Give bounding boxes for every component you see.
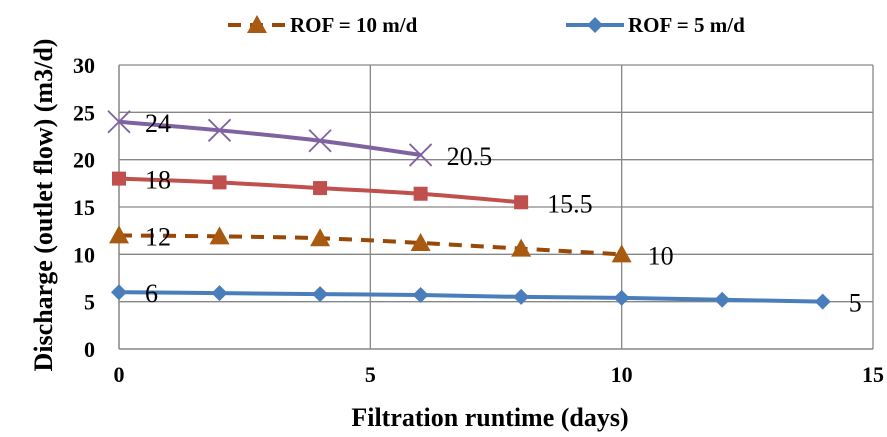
diamond-marker xyxy=(111,284,127,301)
triangle-marker xyxy=(109,225,129,244)
legend-item-1: ROF = 10 m/d xyxy=(228,13,418,37)
legend: ROF = 10 m/d ROF = 5 m/d xyxy=(228,13,745,37)
triangle-marker xyxy=(209,226,230,245)
x-tick-label: 10 xyxy=(611,362,633,387)
legend-item-0: ROF = 5 m/d xyxy=(566,13,745,37)
triangle-marker xyxy=(310,228,331,247)
x-marker-stroke xyxy=(408,143,433,167)
triangle-marker xyxy=(511,238,532,257)
data-label: 20.5 xyxy=(447,142,493,171)
x-tick-label: 0 xyxy=(114,362,125,387)
square-marker xyxy=(413,186,428,201)
x-axis-title: Filtration runtime (days) xyxy=(351,403,628,432)
x-tick-label: 5 xyxy=(365,362,376,387)
x-marker xyxy=(408,143,433,167)
data-label: 18 xyxy=(145,166,171,195)
data-label: 24 xyxy=(145,109,171,138)
diamond-marker xyxy=(613,289,630,306)
diamond-marker xyxy=(513,288,530,305)
square-marker xyxy=(514,195,529,210)
legend-label: ROF = 5 m/d xyxy=(628,13,745,37)
x-marker-stroke xyxy=(308,129,332,153)
triangle-marker xyxy=(410,232,431,251)
series-line xyxy=(118,119,421,157)
square-marker xyxy=(112,171,126,186)
diamond-marker xyxy=(412,287,429,304)
x-marker-stroke xyxy=(207,118,232,142)
diamond-marker xyxy=(814,293,831,310)
grid-lines xyxy=(119,64,874,349)
legend-triangle-marker xyxy=(247,15,267,33)
y-tick-label: 0 xyxy=(84,337,95,362)
diamond-marker xyxy=(211,285,228,302)
x-tick-labels: 0 5 10 15 xyxy=(114,362,885,387)
diamond-marker xyxy=(312,286,329,303)
data-label: 15.5 xyxy=(547,189,593,218)
diamond-marker xyxy=(714,291,731,308)
y-tick-labels: 0 5 10 15 20 25 30 xyxy=(73,53,95,362)
triangle-marker xyxy=(611,244,632,263)
series-1 xyxy=(109,225,632,263)
x-marker xyxy=(308,129,332,153)
y-tick-label: 30 xyxy=(73,53,95,78)
square-marker xyxy=(313,181,328,196)
x-marker-stroke xyxy=(107,110,131,134)
x-tick-label: 15 xyxy=(862,362,884,387)
x-marker xyxy=(107,110,131,134)
y-tick-label: 10 xyxy=(73,242,95,267)
y-tick-label: 5 xyxy=(84,290,95,315)
series-2 xyxy=(112,171,529,210)
series-line xyxy=(118,233,622,257)
data-labels: 6 5 12 10 18 15.5 24 20.5 xyxy=(145,109,862,318)
y-axis-title: Discharge (outlet flow) (m3/d) xyxy=(29,39,58,372)
x-marker xyxy=(207,118,232,142)
data-label: 5 xyxy=(849,289,862,318)
series-3 xyxy=(107,110,433,167)
y-tick-label: 20 xyxy=(73,148,95,173)
axes xyxy=(118,65,873,350)
y-tick-label: 25 xyxy=(73,100,95,125)
legend-diamond-marker xyxy=(587,17,603,33)
series-0 xyxy=(111,284,831,310)
data-label: 12 xyxy=(145,222,171,251)
data-label: 10 xyxy=(648,241,674,270)
y-tick-label: 15 xyxy=(73,195,95,220)
square-marker xyxy=(212,175,227,190)
series-layer xyxy=(107,110,831,310)
series-line xyxy=(118,290,823,304)
legend-label: ROF = 10 m/d xyxy=(290,13,418,37)
data-label: 6 xyxy=(145,279,158,308)
